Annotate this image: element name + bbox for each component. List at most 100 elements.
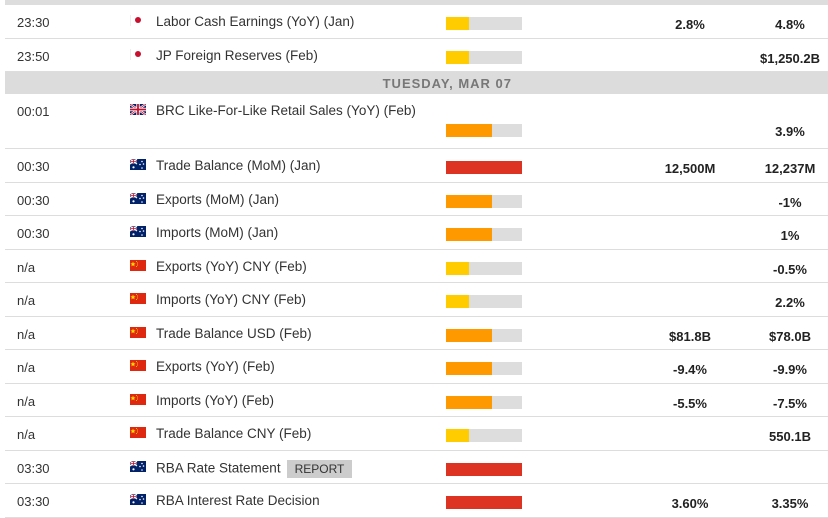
impact-fill [446, 194, 492, 208]
impact-bar [446, 395, 522, 409]
impact-bar [446, 295, 522, 308]
impact-fill [446, 161, 522, 174]
event-name[interactable]: Trade Balance (MoM) (Jan) [156, 158, 321, 173]
event-time: 23:30 [17, 15, 50, 30]
japan-flag-icon [130, 48, 146, 60]
event-row[interactable]: 23:30 Labor Cash Earnings (YoY) (Jan) 2.8%… [5, 5, 828, 39]
event-title[interactable]: Imports (YoY) (Feb) [156, 392, 275, 408]
event-title[interactable]: BRC Like-For-Like Retail Sales (YoY) (Fe… [156, 103, 416, 118]
event-row[interactable]: 00:30 Exports (MoM) (Jan) -1% [5, 183, 828, 216]
event-name[interactable]: RBA Interest Rate Decision [156, 493, 320, 508]
event-title[interactable]: Exports (YoY) CNY (Feb) [156, 258, 307, 274]
event-time: 00:01 [17, 104, 50, 119]
impact-bar [446, 261, 522, 275]
forecast-value: 3.60% [671, 496, 709, 511]
japan-flag-icon [130, 14, 146, 26]
event-row[interactable]: n/a Imports (YoY) (Feb) -5.5% -7.5% [5, 384, 828, 417]
event-name[interactable]: Exports (YoY) CNY (Feb) [156, 259, 307, 274]
impact-fill [446, 261, 469, 275]
previous-value: 550.1B [769, 429, 811, 444]
australia-flag-icon [129, 493, 146, 505]
previous-value: 2.2% [775, 295, 805, 310]
impact-bar [446, 17, 522, 30]
event-title[interactable]: Trade Balance CNY (Feb) [156, 426, 312, 441]
impact-bar [446, 462, 522, 476]
report-button[interactable]: REPORT [286, 459, 353, 478]
event-time: n/a [17, 326, 36, 342]
event-time: 00:30 [17, 226, 50, 241]
event-name[interactable]: RBA Rate Statement REPORT [156, 459, 353, 478]
event-time: 03:30 [17, 494, 50, 509]
event-row[interactable]: 00:30 Imports (MoM) (Jan) 1% [5, 216, 828, 250]
economic-calendar: 23:30 Labor Cash Earnings (YoY) (Jan) 2.8%… [5, 0, 828, 518]
event-row[interactable]: 03:30 RBA Interest Rate Decision 3.60% 3.35… [5, 484, 828, 518]
event-row[interactable]: 00:01 BRC Like-For-Like Retail Sales (YoY… [5, 94, 828, 149]
previous-value: -0.5% [773, 261, 807, 277]
event-row[interactable]: 03:30 RBA Rate Statement REPORT [5, 451, 828, 484]
impact-bar [446, 161, 522, 174]
event-title[interactable]: JP Foreign Reserves (Feb) [156, 47, 318, 63]
event-title[interactable]: Labor Cash Earnings (YoY) (Jan) [156, 14, 355, 29]
event-time: 03:30 [17, 460, 50, 476]
event-title[interactable]: RBA Rate Statement [156, 460, 281, 476]
uk-flag-icon [129, 103, 147, 116]
australia-flag-icon [129, 225, 146, 237]
impact-bar [446, 228, 522, 241]
previous-value: -7.5% [773, 395, 807, 411]
event-title[interactable]: Exports (MoM) (Jan) [156, 191, 280, 207]
event-title[interactable]: Trade Balance (MoM) (Jan) [156, 158, 321, 173]
event-name[interactable]: Imports (YoY) CNY (Feb) [156, 292, 306, 307]
impact-fill [446, 50, 469, 64]
event-title[interactable]: RBA Interest Rate Decision [156, 493, 320, 508]
top-divider [5, 0, 828, 5]
event-name[interactable]: Labor Cash Earnings (YoY) (Jan) [156, 14, 354, 29]
australia-flag-icon [129, 460, 146, 472]
forecast-value: 2.8% [675, 17, 705, 32]
impact-bar [446, 362, 522, 375]
impact-fill [446, 395, 492, 409]
event-row[interactable]: 00:30 Trade Balance (MoM) (Jan) 12,500M 12,… [5, 149, 828, 183]
day-label: TUESDAY, MAR 07 [382, 76, 512, 91]
event-time: n/a [17, 259, 36, 275]
event-title[interactable]: Trade Balance USD (Feb) [156, 325, 312, 341]
event-row[interactable]: n/a Imports (YoY) CNY (Feb) 2.2% [5, 283, 828, 317]
impact-bar [446, 50, 522, 64]
impact-fill [446, 295, 469, 308]
event-time: 00:30 [17, 159, 50, 174]
event-name[interactable]: Imports (MoM) (Jan) [156, 225, 278, 240]
event-time: n/a [17, 393, 36, 409]
event-name[interactable]: Exports (MoM) (Jan) [156, 192, 279, 207]
event-name[interactable]: Trade Balance USD (Feb) [156, 326, 312, 341]
event-name[interactable]: Trade Balance CNY (Feb) [156, 426, 311, 441]
event-title[interactable]: Imports (MoM) (Jan) [156, 225, 279, 240]
event-row[interactable]: n/a Exports (YoY) (Feb) -9.4% -9.9% [5, 350, 828, 384]
event-time: n/a [17, 293, 36, 308]
event-name[interactable]: Imports (YoY) (Feb) [156, 393, 274, 408]
impact-bar [446, 496, 522, 509]
day-header: TUESDAY, MAR 07 [5, 72, 828, 94]
event-name[interactable]: Exports (YoY) (Feb) [156, 359, 275, 374]
event-row[interactable]: n/a Exports (YoY) CNY (Feb) -0.5% [5, 250, 828, 283]
china-flag-icon [130, 426, 146, 438]
china-flag-icon [130, 292, 146, 304]
previous-value: 3.35% [771, 496, 809, 511]
china-flag-icon [130, 259, 146, 271]
event-time: n/a [17, 360, 36, 375]
event-name[interactable]: BRC Like-For-Like Retail Sales (YoY) (Fe… [156, 103, 416, 118]
forecast-value: $81.8B [669, 328, 711, 344]
event-row[interactable]: 23:50 JP Foreign Reserves (Feb) $1,250.2B [5, 39, 828, 72]
event-title[interactable]: Imports (YoY) CNY (Feb) [156, 292, 307, 307]
event-row[interactable]: n/a Trade Balance USD (Feb) $81.8B $78.0B [5, 317, 828, 350]
previous-value: -9.9% [773, 362, 807, 377]
event-name[interactable]: JP Foreign Reserves (Feb) [156, 48, 318, 63]
impact-fill [446, 496, 522, 509]
impact-fill [446, 124, 492, 137]
impact-fill [446, 228, 492, 241]
impact-bar [446, 429, 522, 442]
event-time: 23:50 [17, 48, 50, 64]
event-row[interactable]: n/a Trade Balance CNY (Feb) 550.1B [5, 417, 828, 451]
event-time: 00:30 [17, 192, 50, 208]
forecast-value: -9.4% [673, 362, 707, 377]
impact-bar [446, 194, 522, 208]
event-title[interactable]: Exports (YoY) (Feb) [156, 359, 275, 374]
